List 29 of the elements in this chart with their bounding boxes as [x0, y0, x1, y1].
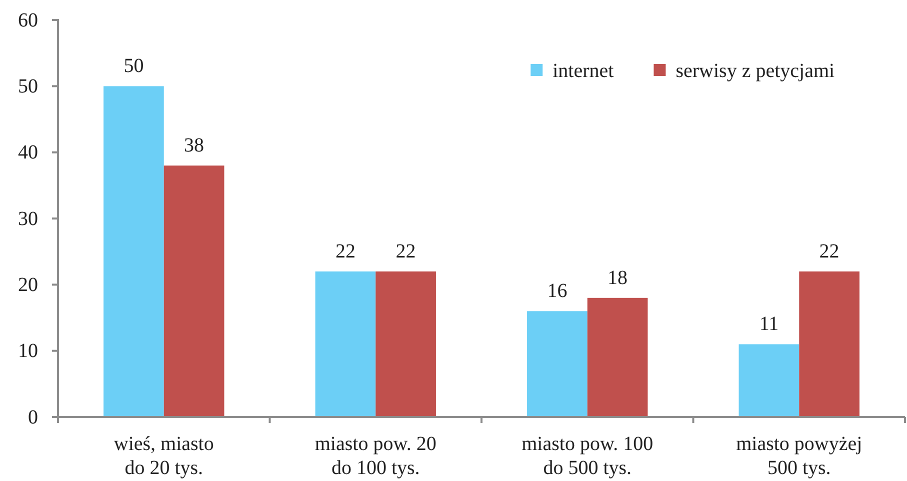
y-tick-label: 40: [18, 142, 38, 164]
data-label: 22: [335, 240, 356, 262]
bar: [799, 271, 860, 417]
bar: [164, 166, 224, 417]
data-label: 16: [547, 280, 568, 302]
data-label: 11: [759, 313, 779, 336]
bar: [738, 344, 800, 417]
y-tick-label: 0: [28, 406, 38, 428]
x-tick-label: miasto pow. 100 do 500 tys.: [522, 433, 654, 479]
data-label: 22: [819, 240, 840, 262]
data-label: 38: [184, 134, 204, 157]
y-tick-label: 30: [18, 208, 38, 230]
x-tick-label: wieś, miasto do 20 tys.: [114, 433, 214, 479]
bar: [315, 271, 376, 417]
bar: [527, 311, 588, 417]
data-label: 50: [124, 55, 144, 78]
legend-label: serwisy z petycjami: [676, 60, 835, 82]
bar: [587, 298, 648, 417]
y-tick-label: 60: [18, 9, 38, 32]
data-label: 18: [608, 266, 628, 289]
x-tick-label: miasto pow. 20 do 100 tys.: [314, 433, 436, 479]
bar: [104, 86, 164, 417]
y-tick-label: 20: [18, 274, 38, 296]
x-tick-label: miasto powyżej 500 tys.: [736, 433, 862, 479]
legend-label: internet: [552, 60, 614, 82]
y-tick-label: 10: [18, 340, 38, 362]
bar: [376, 271, 436, 417]
y-tick-label: 50: [18, 76, 38, 98]
data-label: 22: [396, 240, 416, 262]
